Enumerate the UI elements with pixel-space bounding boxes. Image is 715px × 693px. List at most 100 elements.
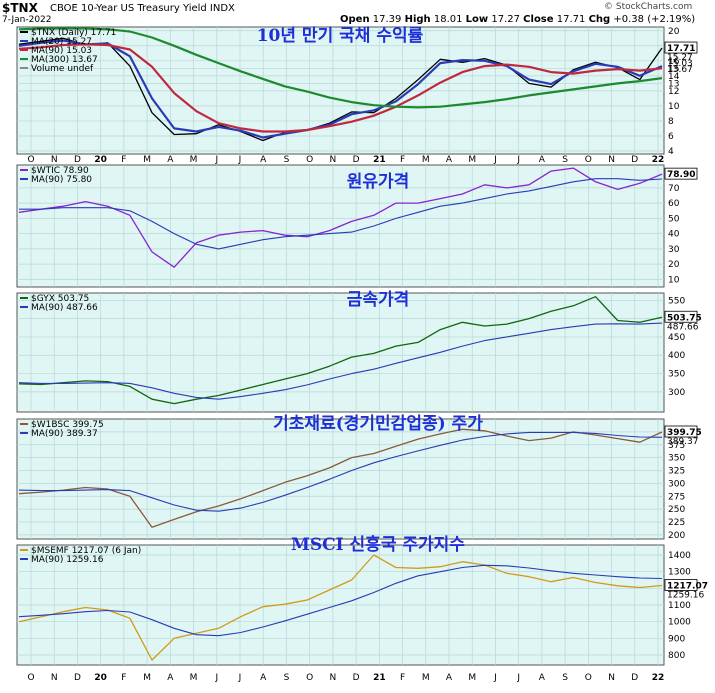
ma-value-label: 15.03 (667, 59, 693, 69)
change-label: Chg (588, 14, 611, 25)
legend-entry: $MSEMF 1217.07 (6 Jan) (31, 546, 141, 556)
last-value-tag: 399.75 (664, 425, 702, 438)
series-line-ma90 (18, 431, 663, 512)
last-value-box (664, 579, 698, 591)
y-tick-label: 300 (668, 479, 685, 489)
x-month-label: O (306, 673, 313, 683)
x-month-label: A (446, 155, 453, 165)
ma-value-label: 13.67 (667, 65, 693, 75)
legend-entry: MA(90) 389.37 (31, 429, 98, 439)
chart-date: 7-Jan-2022 (2, 15, 52, 25)
x-month-label: S (562, 155, 568, 165)
x-month-label: N (608, 673, 615, 683)
open-value: 17.39 (372, 14, 402, 25)
series-line-ma90 (19, 178, 663, 250)
series-line-ma20 (18, 39, 663, 139)
last-value-box (664, 425, 698, 438)
legend-entry: MA(90) 1259.16 (31, 555, 104, 565)
x-month-label: D (631, 673, 638, 683)
ohlc-readout: Open 17.39 High 18.01 Low 17.27 Close 17… (340, 14, 695, 25)
y-tick-label: 12 (668, 87, 679, 97)
series-line-wtic (18, 167, 663, 268)
change-value: +0.38 (+2.19%) (613, 14, 696, 25)
legend-entry: Volume undef (31, 64, 94, 74)
x-month-label: J (493, 673, 497, 683)
y-tick-label: 13 (668, 79, 679, 89)
x-month-label: N (330, 673, 337, 683)
last-value-box (664, 41, 698, 54)
low-label: Low (465, 14, 489, 25)
ma-value-label: 487.66 (667, 322, 699, 332)
x-month-label: J (516, 155, 520, 165)
ticker-description: CBOE 10-Year US Treasury Yield INDX (50, 3, 235, 14)
x-month-label: M (190, 673, 198, 683)
legend-entry: MA(90) 15.03 (31, 46, 92, 56)
last-value-tag: 503.75 (664, 310, 702, 323)
y-tick-label: 350 (668, 454, 685, 464)
ma-value-label: 15.27 (667, 53, 693, 63)
x-month-label: O (585, 155, 592, 165)
y-tick-label: 375 (668, 441, 685, 451)
chart-panel-5: 800900100011001200130014001217.071259.16… (16, 534, 708, 666)
x-month-label: A (446, 673, 453, 683)
y-tick-label: 40 (668, 230, 680, 240)
y-tick-label: 70 (668, 184, 680, 194)
y-tick-label: 200 (668, 531, 685, 541)
x-month-label: M (143, 155, 151, 165)
last-value-tag: 17.71 (664, 41, 698, 54)
last-value-box (664, 167, 698, 180)
last-value-label: 17.71 (667, 44, 695, 54)
ma-value-label: 389.37 (667, 437, 699, 447)
series-line-tnx (18, 37, 663, 142)
y-tick-label: 1100 (668, 601, 691, 611)
x-month-label: J (214, 673, 218, 683)
x-month-label: S (284, 673, 290, 683)
y-tick-label: 900 (668, 634, 685, 644)
x-month-label: N (51, 155, 58, 165)
series-line-w1bsc (18, 428, 663, 528)
watermark: © StockCharts.com (604, 2, 693, 12)
panel-annotation: 기초재료(경기민감업종) 주가 (273, 414, 483, 434)
last-value-tag: 78.90 (664, 167, 698, 180)
ma-value-label: 1259.16 (667, 591, 704, 601)
last-value-label: 78.90 (667, 170, 695, 180)
y-tick-label: 350 (668, 370, 685, 380)
y-tick-label: 8 (668, 117, 674, 127)
legend-entry: MA(20) 15.27 (31, 37, 92, 47)
panel-background (16, 292, 665, 413)
high-value: 18.01 (433, 14, 463, 25)
x-month-label: A (167, 673, 174, 683)
x-month-label: A (539, 673, 546, 683)
x-month-label: O (27, 155, 34, 165)
y-tick-label: 300 (668, 388, 685, 398)
x-month-label: D (353, 673, 360, 683)
x-month-label: 22 (652, 155, 665, 165)
x-month-label: M (468, 673, 476, 683)
close-value: 17.71 (556, 14, 586, 25)
high-label: High (404, 14, 431, 25)
x-month-label: S (284, 155, 290, 165)
last-value-label: 503.75 (667, 313, 702, 323)
x-month-label: D (353, 155, 360, 165)
x-month-label: J (516, 673, 520, 683)
x-month-label: A (260, 155, 267, 165)
x-month-label: D (74, 155, 81, 165)
y-tick-label: 60 (668, 199, 680, 209)
x-month-label: M (422, 155, 430, 165)
x-month-label: J (214, 155, 218, 165)
y-tick-label: 400 (668, 351, 685, 361)
y-tick-label: 10 (668, 275, 680, 285)
x-month-label: A (539, 155, 546, 165)
x-month-label: 20 (94, 673, 107, 683)
x-month-label: M (422, 673, 430, 683)
ticker-symbol: $TNX (2, 1, 38, 15)
x-month-label: O (306, 155, 313, 165)
y-tick-label: 30 (668, 245, 680, 255)
x-month-label: N (608, 155, 615, 165)
x-month-label: 22 (652, 673, 665, 683)
chart-panel-1: 468101213141516182017.7115.2715.0313.67$… (16, 26, 698, 157)
y-tick-label: 10 (668, 102, 680, 112)
